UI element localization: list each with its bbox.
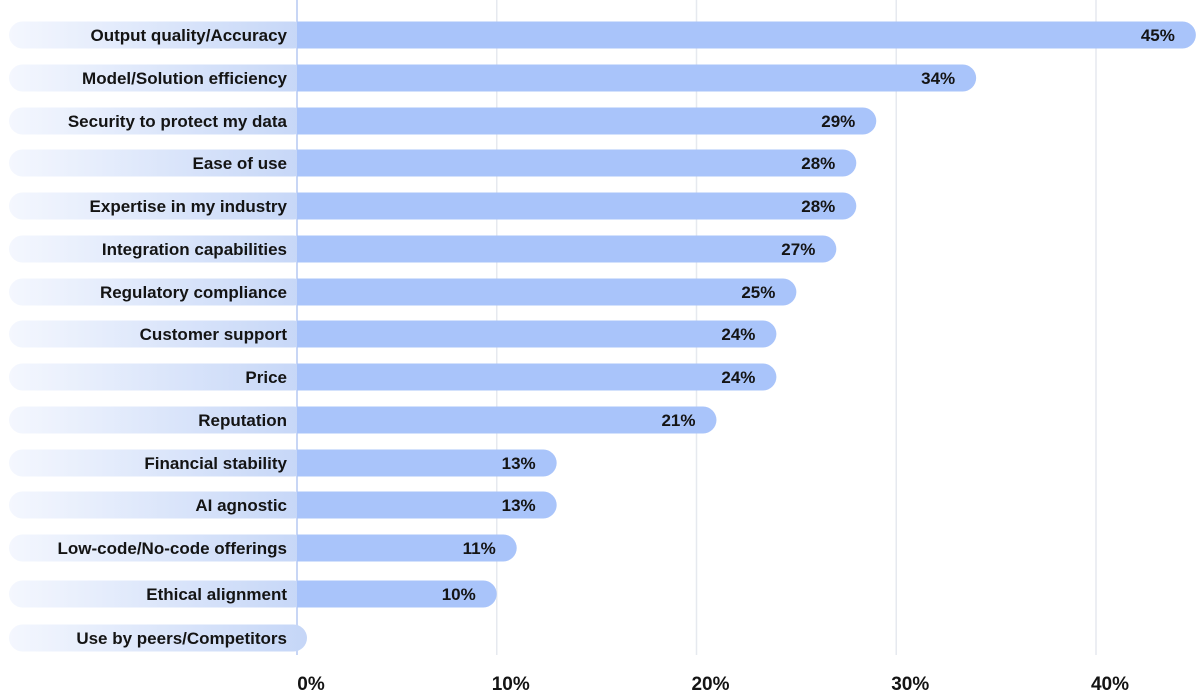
bar-square-start — [297, 149, 324, 177]
x-tick-label: 40% — [1091, 674, 1129, 695]
value-label: 27% — [781, 240, 815, 259]
category-label: Regulatory compliance — [100, 283, 287, 302]
bar-square-start — [297, 491, 324, 519]
bar-square-start — [297, 363, 324, 391]
value-label: 45% — [1141, 26, 1175, 45]
bar-square-start — [297, 320, 324, 348]
bar — [297, 149, 857, 177]
category-pill — [9, 192, 307, 220]
category-label: Customer support — [140, 325, 288, 344]
value-label: 29% — [821, 112, 855, 131]
value-label: 24% — [721, 325, 755, 344]
bar-square-start — [297, 406, 324, 434]
bar — [297, 192, 857, 220]
category-pill — [9, 624, 307, 652]
category-label: Output quality/Accuracy — [91, 26, 288, 45]
category-pill — [9, 491, 307, 519]
category-pill — [9, 406, 307, 434]
bar — [297, 449, 557, 477]
category-label: Ethical alignment — [146, 585, 287, 604]
value-label: 13% — [502, 496, 536, 515]
x-tick-label: 0% — [297, 674, 325, 695]
x-axis-tick-labels: 0% 10% 20% 30% 40% — [297, 674, 1129, 695]
category-label-pills — [9, 21, 307, 652]
bar-square-start — [297, 580, 324, 608]
bar-square-start — [297, 107, 324, 135]
category-label: Integration capabilities — [102, 240, 287, 259]
value-label: 28% — [801, 197, 835, 216]
category-pill — [9, 534, 307, 562]
bar — [297, 235, 837, 263]
bar-square-start — [297, 449, 324, 477]
category-pill — [9, 235, 307, 263]
value-label: 24% — [721, 368, 755, 387]
bar — [297, 491, 557, 519]
bar-square-start — [297, 278, 324, 306]
category-labels: Output quality/Accuracy Model/Solution ef… — [58, 26, 288, 648]
value-label: 11% — [463, 539, 496, 558]
value-label: 10% — [442, 585, 476, 604]
category-pill — [9, 320, 307, 348]
category-pill — [9, 149, 307, 177]
category-label: AI agnostic — [195, 496, 287, 515]
category-pill — [9, 64, 307, 92]
value-label: 34% — [921, 69, 955, 88]
category-label: Security to protect my data — [68, 112, 288, 131]
bar — [297, 320, 777, 348]
bar — [297, 406, 717, 434]
value-label: 13% — [502, 454, 536, 473]
category-label: Price — [245, 368, 287, 387]
bar — [297, 21, 1196, 49]
value-label: 25% — [741, 283, 775, 302]
category-pill — [9, 449, 307, 477]
bar-square-start — [297, 21, 324, 49]
bar — [297, 278, 797, 306]
bars — [297, 21, 1196, 608]
category-pill — [9, 278, 307, 306]
category-pill — [9, 363, 307, 391]
category-label: Financial stability — [144, 454, 287, 473]
category-label: Reputation — [198, 411, 287, 430]
category-label: Expertise in my industry — [90, 197, 288, 216]
category-label: Use by peers/Competitors — [76, 629, 287, 648]
category-label: Model/Solution efficiency — [82, 69, 288, 88]
category-pill — [9, 580, 307, 608]
bar-square-start — [297, 64, 324, 92]
bar — [297, 580, 497, 608]
category-label: Ease of use — [193, 154, 288, 173]
x-tick-label: 10% — [492, 674, 530, 695]
bar-square-start — [297, 534, 324, 562]
value-labels: 45% 34% 29% 28% 28% 27% 25% 24% 24% 21% 13% 13% 11% 1… — [442, 26, 1175, 604]
bar-square-start — [297, 235, 324, 263]
category-label: Low-code/No-code offerings — [58, 539, 288, 558]
x-tick-label: 20% — [691, 674, 729, 695]
bar — [297, 64, 977, 92]
x-tick-label: 30% — [891, 674, 929, 695]
bar — [297, 363, 777, 391]
value-label: 21% — [661, 411, 695, 430]
category-pill — [9, 107, 307, 135]
bar-square-start — [297, 192, 324, 220]
value-label: 28% — [801, 154, 835, 173]
bar — [297, 107, 877, 135]
bar — [297, 534, 517, 562]
category-pill — [9, 21, 307, 49]
